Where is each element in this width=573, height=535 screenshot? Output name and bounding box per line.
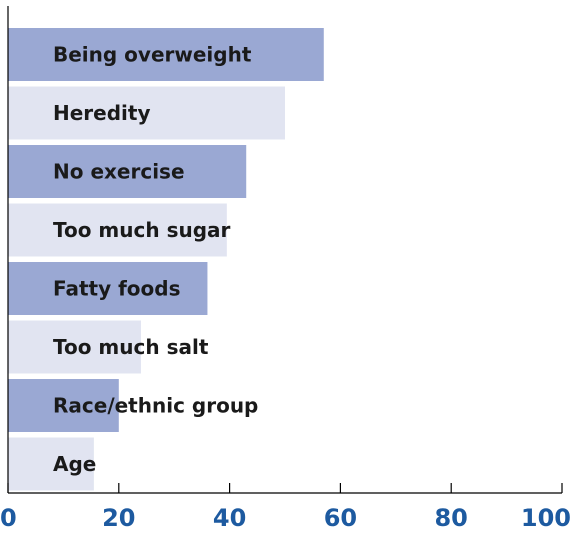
bar-labels-group: Being overweight Heredity No exercise Too m… xyxy=(53,43,258,477)
bar-label: Fatty foods xyxy=(53,277,181,301)
bar-label: Heredity xyxy=(53,101,151,125)
x-tick-label: 60 xyxy=(324,504,357,532)
bar-label: Too much salt xyxy=(53,335,209,359)
bars-group xyxy=(8,28,324,491)
x-tick-label: 40 xyxy=(213,504,246,532)
bar-being-overweight xyxy=(8,28,324,81)
bar-label: Race/ethnic group xyxy=(53,394,258,418)
bar-label: Being overweight xyxy=(53,43,252,67)
bar-fatty-foods xyxy=(8,262,208,315)
bar-heredity xyxy=(8,86,285,140)
bar-age xyxy=(8,437,94,491)
x-tick-label: 100 xyxy=(521,504,571,532)
bar-too-much-sugar xyxy=(8,203,227,257)
bar-label: Too much sugar xyxy=(53,218,231,242)
bar-race-ethnic-group xyxy=(8,379,119,432)
x-tick-label: 0 xyxy=(0,504,17,532)
bar-label: Age xyxy=(53,452,96,476)
bar-label: No exercise xyxy=(53,160,185,184)
x-tick-labels-group: 0 20 40 60 80 100 xyxy=(0,504,571,532)
x-ticks-group xyxy=(7,483,563,493)
bar-no-exercise xyxy=(8,145,247,198)
bar-too-much-salt xyxy=(8,320,141,374)
x-tick-label: 20 xyxy=(102,504,135,532)
x-tick-label: 80 xyxy=(434,504,467,532)
